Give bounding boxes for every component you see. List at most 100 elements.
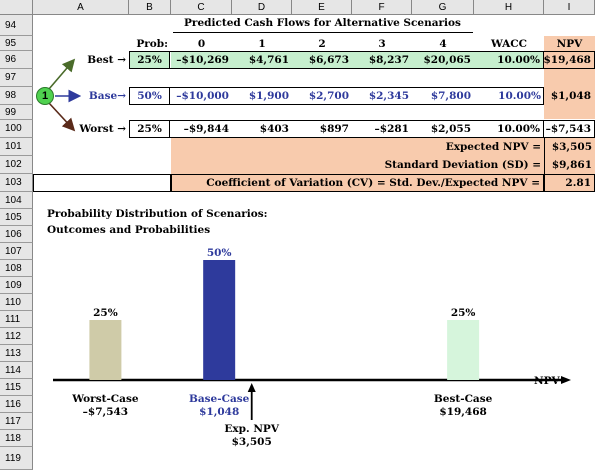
best-prob[interactable]: 25% xyxy=(130,52,170,68)
best-label: Best → xyxy=(87,54,126,66)
row-header-116[interactable]: 116 xyxy=(0,396,33,413)
worst-wacc[interactable]: 10.00% xyxy=(474,121,544,137)
cv-label: Coefficient of Variation (CV) = Std. Dev… xyxy=(171,174,544,192)
row-header-117[interactable]: 117 xyxy=(0,413,33,430)
category-label: Base-Case xyxy=(189,393,250,405)
cv-row-box xyxy=(33,174,171,192)
bar-value-label: 25% xyxy=(93,307,118,319)
std-dev-label: Standard Deviation (SD) = xyxy=(384,159,541,171)
npv-label: $1,048 xyxy=(199,406,239,418)
column-header-h[interactable]: H xyxy=(474,0,544,15)
worst-cf-1[interactable]: $403 xyxy=(259,123,289,135)
year-header-4: 4 xyxy=(439,37,447,50)
row-header-103[interactable]: 103 xyxy=(0,174,33,192)
worst-cf-2[interactable]: $897 xyxy=(319,123,349,135)
prob-header: Prob: xyxy=(136,37,168,50)
bar-best-case xyxy=(447,320,480,380)
row-header-110[interactable]: 110 xyxy=(0,294,33,311)
base-wacc[interactable]: 10.00% xyxy=(498,90,541,102)
column-header-b[interactable]: B xyxy=(129,0,171,15)
worst-arrow xyxy=(48,102,76,132)
row-header-114[interactable]: 114 xyxy=(0,362,33,379)
row-header-102[interactable]: 102 xyxy=(0,156,33,174)
worst-npv[interactable]: –$7,543 xyxy=(545,123,591,135)
row-header-104[interactable]: 104 xyxy=(0,192,33,209)
x-axis-label: NPV xyxy=(534,375,560,387)
wacc-header: WACC xyxy=(491,37,527,50)
expected-npv-value[interactable]: $3,505 xyxy=(544,138,595,156)
badge-number: 1 xyxy=(41,90,49,102)
row-header-113[interactable]: 113 xyxy=(0,345,33,362)
row-header-95[interactable]: 95 xyxy=(0,36,33,51)
row-header-98[interactable]: 98 xyxy=(0,87,33,105)
base-npv[interactable]: $1,048 xyxy=(550,90,591,102)
table-title: Predicted Cash Flows for Alternative Sce… xyxy=(184,17,461,29)
bar-value-label: 50% xyxy=(207,247,232,259)
base-cf-2[interactable]: $2,700 xyxy=(308,90,349,102)
row-header-111[interactable]: 111 xyxy=(0,311,33,328)
column-header-a[interactable]: A xyxy=(33,0,129,15)
base-cf-3[interactable]: $2,345 xyxy=(368,90,409,102)
best-npv[interactable]: $19,468 xyxy=(543,54,592,66)
best-cf-2[interactable]: $6,673 xyxy=(292,52,352,68)
column-header-c[interactable]: C xyxy=(171,0,232,15)
chart-title: Probability Distribution of Scenarios: xyxy=(47,208,268,220)
row-header-100[interactable]: 100 xyxy=(0,120,33,138)
base-cf-1[interactable]: $1,900 xyxy=(248,90,289,102)
row-header-115[interactable]: 115 xyxy=(0,379,33,396)
best-cf-0[interactable]: –$10,269 xyxy=(171,52,232,68)
row-header-112[interactable]: 112 xyxy=(0,328,33,345)
worst-prob[interactable]: 25% xyxy=(130,121,170,137)
row-header-119[interactable]: 119 xyxy=(0,447,33,470)
column-header-f[interactable]: F xyxy=(352,0,412,15)
row-header-109[interactable]: 109 xyxy=(0,277,33,294)
best-cf-4[interactable]: $20,065 xyxy=(412,52,474,68)
base-label: Base→ xyxy=(88,90,126,102)
best-wacc[interactable]: 10.00% xyxy=(474,52,544,68)
corner-cell[interactable] xyxy=(0,0,33,15)
row-header-118[interactable]: 118 xyxy=(0,430,33,447)
best-cf-1[interactable]: $4,761 xyxy=(232,52,292,68)
row-header-101[interactable]: 101 xyxy=(0,138,33,156)
scenario-arrows xyxy=(48,58,82,132)
x-axis-arrowhead xyxy=(561,376,571,384)
cv-value[interactable]: 2.81 xyxy=(544,174,595,192)
column-header-i[interactable]: I xyxy=(544,0,595,15)
column-header-e[interactable]: E xyxy=(292,0,352,15)
row-header-105[interactable]: 105 xyxy=(0,209,33,226)
column-header-d[interactable]: D xyxy=(232,0,292,15)
best-cf-3[interactable]: $8,237 xyxy=(352,52,412,68)
row-header-99[interactable]: 99 xyxy=(0,105,33,120)
base-cf-4[interactable]: $7,800 xyxy=(430,90,471,102)
row-header-94[interactable]: 94 xyxy=(0,15,33,36)
npv-label: –$7,543 xyxy=(83,406,128,418)
row-header-108[interactable]: 108 xyxy=(0,260,33,277)
std-dev-value[interactable]: $9,861 xyxy=(544,156,595,174)
bar-value-label: 25% xyxy=(451,307,476,319)
summary-bg xyxy=(171,138,595,174)
probability-chart: Probability Distribution of Scenarios: Ou… xyxy=(47,208,571,448)
category-label: Worst-Case xyxy=(71,393,139,405)
year-header-1: 1 xyxy=(258,37,266,50)
year-header-2: 2 xyxy=(318,37,326,50)
worst-cf-0[interactable]: –$9,844 xyxy=(183,123,229,135)
best-arrow xyxy=(48,58,76,90)
base-cf-0[interactable]: –$10,000 xyxy=(176,90,229,102)
expected-npv-label: Exp. NPV xyxy=(224,423,279,435)
row-header-97[interactable]: 97 xyxy=(0,69,33,87)
worst-label: Worst → xyxy=(79,123,126,135)
row-header-96[interactable]: 96 xyxy=(0,51,33,69)
worst-cf-3[interactable]: –$281 xyxy=(374,123,409,135)
bar-worst-case xyxy=(89,320,122,380)
row-header-107[interactable]: 107 xyxy=(0,243,33,260)
worst-cf-4[interactable]: $2,055 xyxy=(430,123,471,135)
base-prob[interactable]: 50% xyxy=(130,88,170,104)
column-header-g[interactable]: G xyxy=(412,0,474,15)
chart-subtitle: Outcomes and Probabilities xyxy=(47,224,210,236)
expected-npv-label: Expected NPV = xyxy=(445,141,541,153)
base-row-box xyxy=(129,87,544,105)
bar-base-case xyxy=(203,260,236,380)
row-header-106[interactable]: 106 xyxy=(0,226,33,243)
npv-label: $19,468 xyxy=(439,406,487,418)
